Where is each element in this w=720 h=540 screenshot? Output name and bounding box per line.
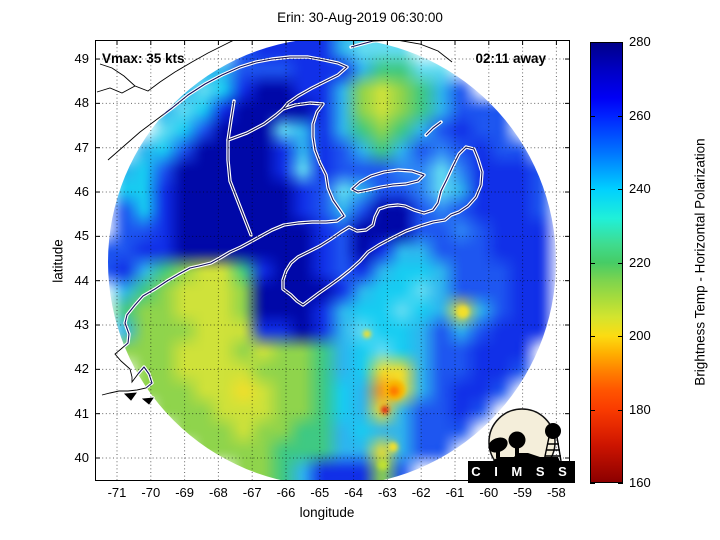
maine-quebec-border	[226, 99, 253, 237]
quebec-nb-border	[226, 107, 285, 142]
x-tick-label: -60	[479, 485, 499, 500]
vmax-annotation: Vmax: 35 kts	[102, 51, 185, 66]
x-tick-label: -65	[310, 485, 330, 500]
x-tick-label: -68	[208, 485, 228, 500]
brightness-temp-raster	[108, 40, 556, 481]
convective-cell	[388, 442, 398, 452]
colorbar-tick	[590, 409, 595, 411]
colorbar-tick	[590, 262, 595, 264]
colorbar-tick	[590, 336, 595, 337]
colorbar-tick-label: 240	[629, 181, 651, 196]
colorbar-tick	[618, 483, 623, 484]
gaspe-fundy-maine-coast	[108, 55, 349, 397]
prince-edward-island	[351, 169, 425, 193]
x-tick-label: -59	[513, 485, 532, 500]
y-tick-label: 49	[74, 51, 89, 67]
maine-quebec-border	[227, 100, 252, 236]
saguenay-river	[99, 63, 136, 87]
y-tick-label: 41	[74, 405, 89, 421]
cimss-banner: C I M S S	[468, 461, 575, 483]
dish-mount2-icon	[515, 444, 519, 456]
x-tick-label: -69	[175, 485, 194, 500]
coastlines-core	[108, 40, 483, 405]
colorbar-tick	[618, 409, 623, 411]
cimss-logo: C I M S S	[466, 406, 576, 486]
magdalen-islands	[425, 121, 442, 136]
y-axis-label: latitude	[50, 239, 66, 283]
st-lawrence-north-shore	[108, 40, 249, 94]
saguenay-river	[108, 62, 137, 88]
x-tick-label: -61	[445, 485, 465, 500]
x-tick-label: -62	[411, 485, 431, 500]
x-axis-label: longitude	[299, 505, 355, 520]
colorbar-tick	[590, 483, 595, 484]
y-tick-label: 42	[74, 361, 89, 377]
map-overlay	[95, 40, 570, 481]
plot-area	[95, 40, 570, 481]
colorbar-tick-label: 280	[629, 34, 651, 49]
colorbar-tick	[618, 189, 623, 190]
x-tick-label: -58	[546, 485, 566, 500]
colorbar-tick	[618, 262, 623, 264]
saguenay-river	[108, 63, 136, 87]
gridlines	[95, 40, 570, 481]
gaspe-fundy-maine-coast	[108, 56, 348, 396]
marthas-vineyard	[124, 392, 137, 401]
colorbar-tick	[618, 115, 623, 117]
plot-title: Erin: 30-Aug-2019 06:30:00	[277, 10, 443, 25]
nantucket	[141, 397, 154, 405]
water-tower-tank-icon	[545, 423, 561, 439]
colorbar-tick-label: 260	[629, 107, 651, 123]
coastlines-casing	[108, 40, 484, 406]
convective-cell	[457, 306, 469, 318]
y-tick-label: 47	[74, 139, 89, 155]
x-tick-label: -63	[377, 485, 397, 500]
coastlines-outside-swath	[96, 40, 483, 405]
axes-frame	[95, 40, 570, 481]
gaspe-fundy-maine-coast	[101, 56, 348, 396]
colorbar-tick	[618, 42, 623, 43]
x-tick-label: -67	[242, 485, 262, 500]
convective-cell	[363, 330, 371, 338]
x-tick-label: -64	[344, 485, 363, 500]
satellite-dish-icon	[488, 437, 508, 453]
y-tick-label: 45	[74, 228, 89, 244]
colorbar-tick-label: 180	[629, 401, 651, 417]
convective-cell	[389, 386, 399, 396]
eta-annotation: 02:11 away	[475, 51, 546, 66]
quebec-nb-border	[227, 108, 284, 141]
y-tick-label: 46	[74, 184, 89, 200]
y-tick-label: 40	[74, 450, 89, 465]
y-tick-label: 43	[74, 317, 89, 332]
st-lawrence-north-shore	[108, 40, 250, 95]
x-tick-label: -71	[107, 485, 127, 500]
colorbar-tick-label: 200	[629, 328, 651, 343]
st-lawrence-north-shore	[96, 40, 249, 94]
convective-cell	[378, 460, 388, 470]
water-tower-legs-icon	[543, 436, 562, 462]
x-tick-label: -70	[141, 485, 161, 500]
nova-scotia	[282, 146, 483, 306]
y-tick-label: 48	[74, 95, 89, 111]
colorbar-tick	[618, 336, 623, 337]
y-tick-label: 44	[74, 272, 89, 288]
colorbar-tick	[590, 189, 595, 190]
x-tick-label: -66	[276, 485, 296, 500]
colorbar-tick-label: 160	[629, 475, 651, 490]
colorbar-tick-label: 220	[629, 254, 651, 270]
colorbar-tick	[590, 115, 595, 117]
colorbar-tick	[590, 42, 595, 43]
satellite-dish2-icon	[508, 431, 526, 449]
colorbar-label: Brightness Temp - Horizontal Polarizatio…	[692, 138, 708, 386]
dish-mount-icon	[496, 448, 500, 458]
